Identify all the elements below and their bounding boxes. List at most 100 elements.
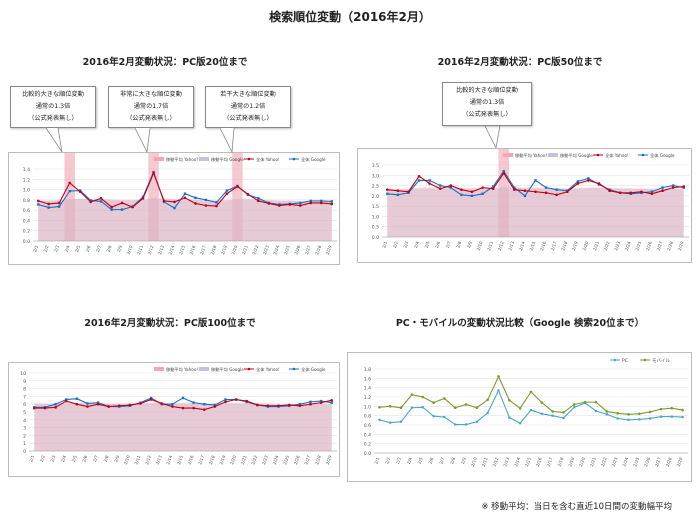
chart3-xtick: 2/11 (134, 454, 142, 465)
chart2-xtick: 2/20 (581, 240, 589, 251)
chart2-point-yahoo (587, 179, 590, 182)
chart1-xtick: 2/26 (293, 244, 301, 255)
chart2-point-google (671, 184, 675, 187)
chart3-point-yahoo (277, 404, 280, 408)
chart1-highlight-band (64, 153, 75, 241)
chart2-ytick: 1.5 (372, 204, 379, 210)
chart3-ytick: 7 (23, 394, 26, 400)
chart4-xtick: 2/15 (524, 456, 532, 467)
chart3-xtick: 2/19 (219, 454, 227, 465)
chart3-point-google (309, 400, 312, 404)
chart2-point-yahoo (597, 182, 601, 185)
chart3-xtick: 2/2 (39, 454, 46, 462)
chart4-ytick: 0.8 (364, 414, 371, 420)
chart3-point-yahoo (319, 401, 323, 404)
chart2-point-google (481, 192, 484, 195)
chart2-point-google (396, 193, 400, 197)
chart1-ytick: 0.4 (23, 218, 30, 224)
chart2-point-yahoo (460, 188, 463, 191)
chart1-point-yahoo (99, 197, 103, 200)
chart3-xtick: 2/3 (49, 454, 56, 462)
chart3-point-google (86, 402, 89, 405)
chart2-point-google (513, 186, 516, 189)
chart2-xtick: 2/11 (486, 240, 494, 251)
chart4-point-mobile (594, 400, 598, 404)
chart4-point-pc (562, 416, 565, 420)
chart2-point-yahoo (661, 189, 664, 193)
chart2-area-ma-yahoo (387, 186, 684, 237)
chart4-point-mobile (616, 412, 619, 415)
callout-1-pointer (45, 127, 63, 153)
chart2-ytick: 3.5 (372, 163, 379, 169)
chart3-point-yahoo (192, 406, 195, 410)
chart4-point-mobile (583, 400, 587, 404)
chart3-point-google (224, 398, 227, 401)
chart3-ytick: 4 (23, 418, 26, 424)
chart1-xtick: 2/14 (168, 244, 176, 255)
chart4-legend-marker (643, 358, 647, 362)
chart1-frame: 0.0 0.2 0.4 0.6 0.8 1.0 1.2 1.4 移動平均 Yahoo! 移動平均 … (8, 152, 340, 265)
chart1-point-yahoo (257, 199, 260, 203)
chart1-xtick: 2/3 (53, 244, 60, 252)
chart1-point-google (299, 201, 302, 205)
callout-4-line3: （公式発表無し） (462, 111, 512, 118)
chart1-point-yahoo (225, 192, 229, 195)
chart3-point-yahoo (149, 398, 153, 401)
chart3-ytick: 2 (23, 433, 26, 439)
chart4-point-pc (399, 420, 403, 423)
chart3-xtick: 2/21 (240, 454, 248, 465)
chart4-point-mobile (518, 406, 522, 410)
chart3-point-yahoo (224, 400, 227, 404)
chart2-xtick: 2/7 (445, 240, 452, 248)
callout-3-pointer (219, 127, 235, 154)
chart2-point-yahoo (629, 191, 633, 195)
chart2-xtick: 2/19 (571, 240, 579, 251)
chart1-point-yahoo (319, 201, 323, 205)
chart4-point-mobile (562, 411, 565, 414)
chart2-point-google (491, 185, 495, 188)
chart4-ytick: 0.2 (364, 442, 371, 448)
chart1-highlight-band (232, 153, 243, 241)
chart2-legend-label: 全体 Yahoo! (605, 152, 629, 159)
chart4-point-mobile (551, 410, 554, 413)
chart3-xtick: 2/1 (28, 454, 35, 462)
chart3-point-google (96, 401, 100, 404)
chart4-legend-label: PC (622, 358, 628, 364)
chart1-xtick: 2/24 (272, 244, 280, 255)
chart3-point-yahoo (86, 405, 89, 408)
chart2-xtick: 2/25 (634, 240, 642, 251)
chart1-point-google (204, 198, 208, 202)
chart1-xtick: 2/11 (136, 244, 144, 255)
chart1-point-google (320, 199, 323, 203)
chart4-xtick: 2/6 (427, 456, 434, 464)
chart2-point-yahoo (671, 186, 675, 189)
chart1-xtick: 2/2 (43, 244, 50, 252)
chart4-point-pc (638, 418, 641, 421)
chart4-point-mobile (475, 406, 479, 410)
chart1-legend-label: 移動平均 Yahoo! (166, 156, 198, 163)
chart3-xtick: 2/20 (229, 454, 237, 465)
chart3-point-yahoo (117, 404, 121, 408)
chart2-point-yahoo (618, 191, 622, 195)
chart3-point-yahoo (33, 406, 36, 410)
chart4-point-pc (529, 408, 533, 412)
chart4-point-pc (670, 415, 673, 418)
chart3-ytick: 0 (23, 449, 26, 455)
chart4-point-mobile (432, 401, 435, 404)
chart1-xtick: 2/5 (74, 244, 81, 252)
chart3-point-yahoo (298, 404, 302, 408)
chart2-point-google (587, 177, 590, 180)
chart3-xtick: 2/25 (282, 454, 290, 465)
chart3-xtick: 2/15 (176, 454, 184, 465)
chart3-xtick: 2/28 (314, 454, 322, 465)
chart1-point-yahoo (57, 201, 61, 205)
chart1-xtick: 2/4 (64, 244, 71, 252)
chart2-xtick: 2/23 (613, 240, 621, 251)
chart2-point-google (576, 180, 580, 183)
chart1-point-yahoo (152, 171, 155, 175)
chart4-ytick: 1.6 (364, 376, 371, 382)
chart4-point-mobile (453, 406, 457, 410)
chart3-ytick: 5 (23, 410, 26, 416)
chart2-point-yahoo (565, 190, 569, 194)
chart4-point-pc (508, 416, 511, 419)
